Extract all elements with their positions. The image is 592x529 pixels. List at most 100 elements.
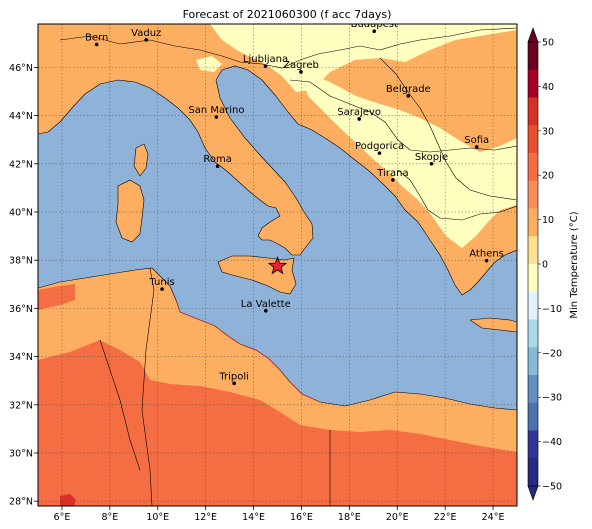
- lon-tick-label: 8°E: [101, 512, 118, 523]
- land-africa-warm: [38, 340, 517, 506]
- city-label: Athens: [469, 249, 504, 260]
- lon-tick-label: 20°E: [386, 512, 409, 523]
- coastline-waves: [175, 299, 321, 403]
- colorbar-segment: [528, 153, 538, 182]
- colorbar-extend-bottom: [527, 485, 539, 501]
- city-label: Podgorica: [355, 141, 404, 152]
- city-label: Skopje: [415, 152, 448, 163]
- city-dot: [357, 117, 361, 121]
- lon-tick-label: 22°E: [434, 512, 457, 523]
- city-label: Belgrade: [386, 84, 431, 95]
- lon-tick-label: 10°E: [146, 512, 169, 523]
- colorbar-tick-label: −30: [542, 393, 562, 404]
- lon-tick-label: 18°E: [338, 512, 361, 523]
- colorbar-segment: [528, 402, 538, 431]
- colorbar-segment: [528, 264, 538, 293]
- colorbar-tick-label: 20: [542, 171, 554, 182]
- colorbar-tick-label: 10: [542, 215, 554, 226]
- city-dot: [377, 151, 382, 155]
- city-dot: [372, 29, 377, 34]
- colorbar-tick-label: −20: [542, 348, 562, 359]
- lat-tick-label: 32°N: [9, 400, 33, 411]
- city-label: Tripoli: [218, 371, 249, 382]
- city-dot: [144, 38, 149, 42]
- lat-tick-label: 28°N: [9, 497, 33, 508]
- lat-tick-label: 38°N: [9, 256, 33, 267]
- land-cool-alps: [38, 24, 517, 92]
- city-dot: [263, 64, 268, 68]
- city-label: Ljubljana: [243, 54, 288, 65]
- figure-title: Forecast of 2021060300 (f acc 7days): [183, 8, 392, 21]
- land-corsica: [134, 144, 148, 176]
- city-label: Tirana: [376, 168, 408, 179]
- city-dot: [94, 42, 99, 47]
- city-label: Sofia: [464, 135, 489, 146]
- city-dot: [484, 258, 489, 263]
- city-label: La Valette: [241, 299, 291, 310]
- city-dot: [391, 178, 395, 182]
- colorbar-segment: [528, 125, 538, 154]
- city-label: Sarajevo: [337, 107, 381, 118]
- city-label: Zagreb: [283, 60, 319, 71]
- city-dot: [232, 381, 236, 386]
- city-label: Roma: [203, 154, 232, 165]
- colorbar-tick-label: 0: [542, 260, 548, 271]
- land-crete: [470, 318, 517, 332]
- city-dot: [299, 70, 303, 74]
- colorbar-tick-label: 30: [542, 126, 554, 137]
- colorbar-segment: [528, 42, 538, 71]
- lat-tick-label: 40°N: [9, 207, 33, 218]
- city-dot: [214, 115, 219, 119]
- colorbar-segment: [528, 69, 538, 98]
- land-cool-balkans: [300, 70, 517, 248]
- colorbar-segment: [528, 180, 538, 209]
- lat-tick-label: 42°N: [9, 159, 33, 170]
- lat-tick-label: 44°N: [9, 111, 33, 122]
- colorbar-tick-label: −50: [542, 482, 562, 493]
- land-cool-balkans-2: [380, 66, 517, 130]
- colorbar-segment: [528, 430, 538, 459]
- city-label: Tunis: [148, 277, 174, 288]
- longitude-ticks: 6°E 8°E 10°E 12°E 14°E 16°E 18°E 20°E 22°E 24°E: [54, 506, 504, 523]
- lat-tick-label: 34°N: [9, 352, 33, 363]
- city-dot: [215, 164, 220, 168]
- lon-tick-label: 12°E: [194, 512, 217, 523]
- colorbar-segment: [528, 291, 538, 320]
- location-marker: [267, 256, 288, 275]
- lat-tick-label: 46°N: [9, 63, 33, 74]
- colorbar-segment: [528, 375, 538, 404]
- colorbar: 50 40 30 20 10 0 −10 −20 −30 −40 −50: [527, 27, 562, 501]
- colorbar-segment: [528, 236, 538, 265]
- land-africa-hot: [60, 494, 76, 506]
- lat-tick-label: 30°N: [9, 448, 33, 459]
- colorbar-segment: [528, 347, 538, 376]
- city-label: Bern: [85, 32, 108, 43]
- city-dot: [263, 308, 268, 313]
- star-icon: [267, 256, 288, 275]
- land-sardinia: [116, 180, 144, 242]
- city-label: Budapest: [351, 19, 398, 30]
- lon-tick-label: 16°E: [290, 512, 313, 523]
- city-label: San Marino: [188, 105, 244, 116]
- colorbar-segment: [528, 97, 538, 126]
- colorbar-tick-label: 50: [542, 38, 554, 49]
- lon-tick-label: 6°E: [54, 512, 71, 523]
- land-africa-coast-warm: [38, 284, 75, 310]
- colorbar-segment: [528, 208, 538, 237]
- colorbar-tick-label: −40: [542, 437, 562, 448]
- map-frame: [37, 23, 518, 507]
- city-dot: [474, 145, 479, 149]
- lat-tick-label: 36°N: [9, 304, 33, 315]
- colorbar-segment: [528, 319, 538, 348]
- lon-tick-label: 14°E: [242, 512, 265, 523]
- colorbar-extend-top: [527, 27, 539, 43]
- colorbar-tick-label: −10: [542, 304, 562, 315]
- colorbar-segment: [528, 458, 538, 487]
- colorbar-label: Min Temperature (°C): [569, 211, 580, 318]
- land-cool-patch: [196, 56, 222, 72]
- colorbar-tick-label: 40: [542, 82, 554, 93]
- latitude-ticks: 28°N 30°N 32°N 34°N 36°N 38°N 40°N 42°N 44°N 46°N: [9, 63, 38, 508]
